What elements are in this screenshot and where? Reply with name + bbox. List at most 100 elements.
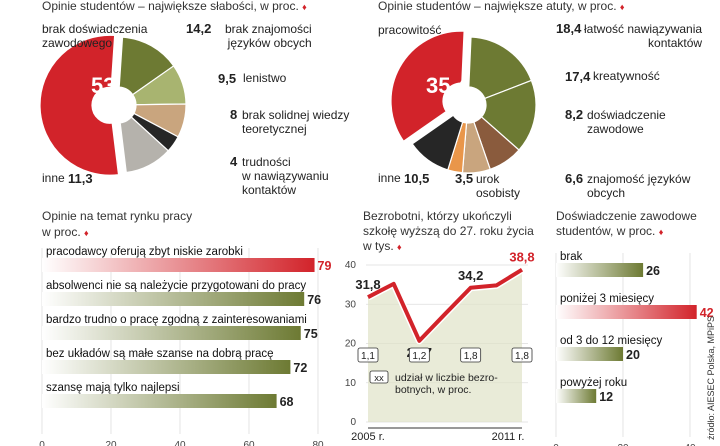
- exp-cat-2: od 3 do 12 miesięcy: [560, 335, 663, 347]
- strong-slice-1: [468, 36, 533, 100]
- exp-val-0: 26: [646, 264, 660, 278]
- line-legend-text-0: udział w liczbie bezro-: [395, 372, 498, 384]
- exp-cat-1: poniżej 3 miesięcy: [560, 293, 654, 305]
- weak-label-5: trudności w nawiązywaniu kontaktów: [242, 155, 329, 197]
- line-ytick: 40: [345, 260, 357, 271]
- bars1-title: Opinie na temat rynku pracy: [42, 209, 193, 223]
- exp-val-3: 12: [599, 390, 613, 404]
- market-bar-2: [42, 326, 301, 340]
- strong-label-1: pracowitość: [378, 23, 442, 37]
- weak-label-6: inne: [42, 171, 65, 185]
- weak-label-1: brak doświadczenia zawodowego: [42, 22, 148, 50]
- strong-label-7: inne: [378, 171, 401, 185]
- exp-val-1: 42: [700, 306, 714, 320]
- strong-value-2: 18,4: [556, 21, 582, 36]
- weaknesses-center-value: 53: [91, 73, 116, 98]
- line-share-box-3: [511, 347, 533, 363]
- market-tick: 20: [105, 440, 117, 446]
- strong-label-6: urok osobisty: [476, 172, 521, 200]
- line-title-1: Bezrobotni, którzy ukończyli: [363, 209, 512, 223]
- line-ytick: 30: [345, 299, 357, 310]
- market-cat-4: szansę mają tylko najlepsi: [46, 382, 180, 394]
- exp-tick: 20: [617, 443, 629, 446]
- line-legend-box: [369, 370, 389, 384]
- weak-value-6: 11,3: [68, 171, 93, 186]
- market-val-4: 68: [280, 395, 294, 409]
- line-xlabel-0: 2005 r.: [351, 431, 385, 443]
- weak-label-4: brak solidnej wiedzy teoretycznej: [242, 108, 350, 136]
- market-cat-2: bardzo trudno o pracę zgodną z zainteres…: [46, 314, 307, 326]
- line-legend-text-1: botnych, w proc.: [395, 384, 471, 396]
- market-bar-4: [42, 394, 277, 408]
- weak-value-5: 4: [230, 154, 238, 169]
- strong-value-4: 8,2: [565, 107, 584, 122]
- market-cat-1: absolwenci nie są należycie przygotowani…: [46, 280, 306, 292]
- market-val-1: 76: [307, 293, 321, 307]
- market-bar-1: [42, 292, 305, 306]
- weak-value-2: 14,2: [186, 21, 212, 36]
- exp-tick: 40: [684, 443, 696, 446]
- strong-value-5: 6,6: [565, 171, 584, 186]
- strong-label-3: kreatywność: [593, 69, 660, 83]
- line-ytick: 20: [345, 339, 357, 350]
- line-share-0: 1,1: [361, 351, 375, 362]
- line-share-3: 1,8: [515, 351, 529, 362]
- line-ytick: 10: [345, 378, 357, 389]
- market-tick: 80: [312, 440, 324, 446]
- bars2-title: Doświadczenie zawodowe: [556, 209, 697, 223]
- market-bar-3: [42, 360, 291, 374]
- weak-label-2: brak znajomości języków obcych: [225, 22, 312, 50]
- strong-value-6: 3,5: [455, 171, 474, 186]
- market-val-0: 79: [318, 259, 332, 273]
- weak-label-3: lenistwo: [243, 71, 287, 85]
- exp-bar-3: [556, 389, 597, 403]
- exp-bar-1: [556, 305, 697, 319]
- strong-value-3: 17,4: [565, 69, 591, 84]
- market-cat-0: pracodawcy oferują zbyt niskie zarobki: [46, 246, 243, 258]
- exp-val-2: 20: [626, 348, 640, 362]
- line-subtitle: w tys. ♦: [363, 239, 402, 253]
- strengths-title: Opinie studentów – największe atuty, w p…: [378, 0, 625, 13]
- line-share-box-0: [357, 347, 379, 363]
- line-share-2: 1,8: [464, 351, 478, 362]
- exp-cat-3: powyżej roku: [560, 377, 627, 389]
- market-cat-3: bez układów są małe szanse na dobrą prac…: [46, 348, 274, 360]
- line-series: [367, 268, 524, 343]
- line-area: [368, 269, 522, 422]
- line-value-label-0: 31,8: [355, 277, 380, 292]
- strong-slice-2: [480, 79, 537, 151]
- market-val-3: 72: [293, 361, 307, 375]
- market-bar-0: [42, 258, 315, 272]
- strong-label-2: łatwość nawiązywania kontaktów: [584, 22, 703, 50]
- line-xlabel-1: 2011 r.: [492, 431, 525, 443]
- weak-value-4: 8: [230, 107, 238, 122]
- exp-bar-0: [556, 263, 644, 277]
- strong-slice-0: [390, 30, 465, 143]
- exp-tick: 0: [553, 443, 559, 446]
- source-note: źródło: AIESEC Polska, MPiPS: [706, 315, 716, 440]
- line-legend-box-text: xx: [374, 373, 384, 384]
- line-value-label-2: 34,2: [458, 268, 483, 283]
- line-share-box-2: [460, 347, 482, 363]
- market-tick: 60: [243, 440, 255, 446]
- weaknesses-title: Opinie studentów – największe słabości, …: [42, 0, 307, 13]
- line-share-box-1: [408, 347, 430, 363]
- strengths-center-value: 35,4: [426, 73, 469, 98]
- line-share-1: 1,2: [412, 351, 426, 362]
- line-value-label-3: 38,8: [509, 250, 534, 265]
- market-val-2: 75: [304, 327, 318, 341]
- strong-value-7: 10,5: [404, 171, 430, 186]
- strong-slice-6: [411, 114, 464, 171]
- weak-slice-5: [119, 116, 170, 174]
- bars2-subtitle: studentów, w proc. ♦: [556, 224, 664, 238]
- weak-value-3: 9,5: [218, 71, 237, 86]
- bars1-subtitle: w proc. ♦: [42, 225, 89, 239]
- market-tick: 40: [174, 440, 186, 446]
- weak-slice-0: [39, 34, 120, 176]
- strong-label-4: doświadczenie zawodowe: [587, 108, 666, 136]
- exp-bar-2: [556, 347, 623, 361]
- market-tick: 0: [39, 440, 45, 446]
- strong-label-5: znajomość języków obcych: [587, 172, 691, 200]
- line-ytick: 0: [350, 417, 356, 428]
